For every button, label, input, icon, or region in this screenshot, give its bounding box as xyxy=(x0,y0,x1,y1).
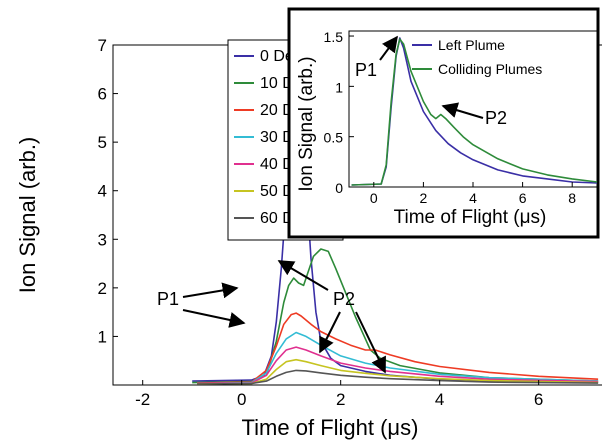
inset-legend-label-0: Left Plume xyxy=(438,37,505,53)
main-y-axis-title: Ion Signal (arb.) xyxy=(15,137,40,294)
main-y-tick-label: 2 xyxy=(98,279,107,298)
inset-chart: 0 2 4 6 8 0 0.5 1 1.5 Time of Flight (μs) Ion S… xyxy=(287,7,600,239)
inset-x-ticks: 0 2 4 6 8 xyxy=(370,182,576,206)
main-series-line-1 xyxy=(192,248,599,384)
main-series-group xyxy=(192,85,599,385)
inset-y-tick-label: 0.5 xyxy=(324,130,344,146)
inset-x-tick-label: 0 xyxy=(370,190,378,206)
annotation-p2-arrow-middle xyxy=(319,311,341,354)
main-x-tick-label: -2 xyxy=(135,390,150,409)
inset-x-tick-label: 8 xyxy=(568,190,576,206)
inset-y-ticks: 0 0.5 1 1.5 xyxy=(324,29,354,196)
inset-y-axis-title: Ion Signal (arb.) xyxy=(296,56,317,191)
inset-legend: Left Plume Colliding Plumes xyxy=(412,37,542,77)
main-series-line-3 xyxy=(197,331,599,385)
inset-annotations: P1 P2 xyxy=(355,35,507,128)
inset-annotation-p1-label: P1 xyxy=(355,60,377,80)
inset-legend-label-1: Colliding Plumes xyxy=(438,61,542,77)
main-y-tick-label: 1 xyxy=(98,327,107,346)
main-y-ticks: 1 2 3 4 5 6 7 xyxy=(98,36,118,346)
main-y-tick-label: 6 xyxy=(98,85,107,104)
main-x-ticks: -2 0 2 4 6 xyxy=(135,380,543,409)
annotation-p1-label: P1 xyxy=(157,289,179,309)
main-x-axis-title: Time of Flight (μs) xyxy=(242,415,419,440)
inset-annotation-p1-arrow xyxy=(379,35,398,61)
inset-x-tick-label: 6 xyxy=(519,190,527,206)
inset-x-tick-label: 2 xyxy=(420,190,428,206)
inset-series-group xyxy=(351,37,598,186)
inset-series-line-1 xyxy=(351,38,598,186)
inset-y-tick-label: 0 xyxy=(335,180,343,196)
main-series-line-5 xyxy=(197,358,599,385)
annotation-p1-arrow-upper xyxy=(182,282,239,299)
inset-annotation-p2-arrow xyxy=(441,102,484,119)
inset-y-tick-label: 1 xyxy=(335,79,343,95)
main-y-tick-label: 5 xyxy=(98,133,107,152)
main-y-tick-label: 4 xyxy=(98,182,107,201)
main-x-tick-label: 2 xyxy=(336,390,345,409)
inset-x-tick-label: 4 xyxy=(469,190,477,206)
main-x-tick-label: 4 xyxy=(435,390,444,409)
main-series-line-6 xyxy=(197,369,599,385)
main-x-tick-label: 6 xyxy=(534,390,543,409)
annotation-p2-arrow-right xyxy=(355,311,386,374)
main-x-tick-label: 0 xyxy=(237,390,246,409)
main-y-tick-label: 3 xyxy=(98,230,107,249)
inset-frame xyxy=(287,7,600,239)
annotation-p2-label: P2 xyxy=(333,289,355,309)
inset-y-tick-label: 1.5 xyxy=(324,29,344,45)
inset-annotation-p2-label: P2 xyxy=(485,108,507,128)
main-annotations: P1 P2 xyxy=(157,260,386,374)
annotation-p2-arrow-upper xyxy=(277,260,329,291)
annotation-p1-arrow-lower xyxy=(182,309,246,328)
main-series-line-4 xyxy=(197,346,599,385)
inset-x-axis-title: Time of Flight (μs) xyxy=(394,207,547,228)
main-y-tick-label: 7 xyxy=(98,36,107,55)
